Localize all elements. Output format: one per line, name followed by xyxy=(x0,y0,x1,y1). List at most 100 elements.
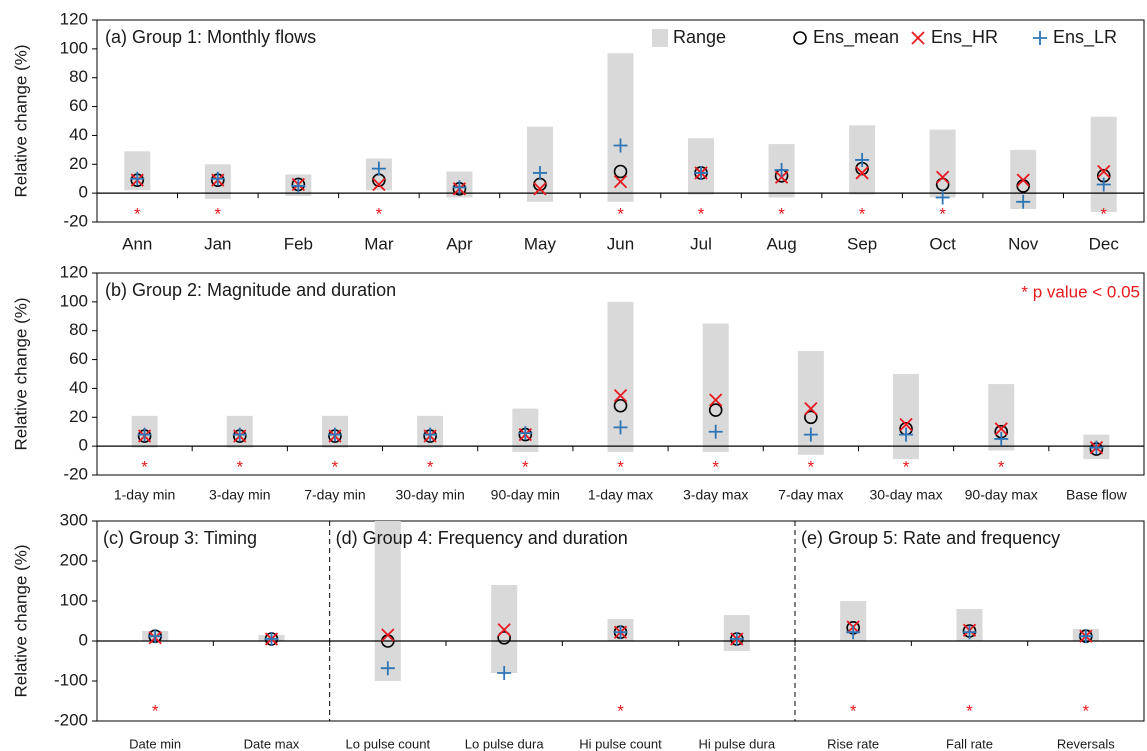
significance-mark: * xyxy=(903,457,910,476)
lr-marker xyxy=(613,420,628,435)
y-tick-label: 300 xyxy=(60,510,88,529)
x-tick-label: 30-day min xyxy=(396,487,465,503)
significance-mark: * xyxy=(141,457,148,476)
lr-marker xyxy=(1089,440,1104,455)
hr-marker xyxy=(899,417,913,432)
lr-marker xyxy=(935,190,950,205)
legend-swatch xyxy=(652,29,668,47)
lr-marker xyxy=(518,426,533,441)
range-bar xyxy=(893,374,920,460)
y-tick-label: 40 xyxy=(69,125,88,144)
y-tick-label: 100 xyxy=(60,38,88,57)
y-axis-title: Relative change (%) xyxy=(11,297,30,450)
lr-marker xyxy=(327,427,342,442)
y-tick-label: -20 xyxy=(63,464,88,483)
lr-marker xyxy=(613,138,628,153)
y-tick-label: -20 xyxy=(63,211,88,230)
legend-swatch xyxy=(911,31,925,45)
lr-marker xyxy=(962,625,977,640)
x-tick-label: Oct xyxy=(929,234,956,253)
x-tick-label: Dec xyxy=(1089,234,1120,253)
x-tick-label: Sep xyxy=(847,234,877,253)
legend-label: Ens_mean xyxy=(813,27,899,48)
hr-marker xyxy=(381,628,395,642)
x-tick-label: 7-day max xyxy=(778,487,843,503)
hr-marker xyxy=(533,182,547,196)
mean-marker xyxy=(613,164,628,179)
lr-marker xyxy=(846,625,861,640)
range-bar xyxy=(929,129,956,198)
significance-mark: * xyxy=(966,701,973,720)
lr-marker xyxy=(855,152,870,167)
y-tick-label: 0 xyxy=(79,183,88,202)
lr-marker xyxy=(1096,177,1111,192)
group-title: (c) Group 3: Timing xyxy=(103,528,257,548)
significance-mark: * xyxy=(617,701,624,720)
lr-marker xyxy=(210,171,225,186)
y-tick-label: 100 xyxy=(60,590,88,609)
panel-title: (b) Group 2: Magnitude and duration xyxy=(105,280,396,300)
hr-marker xyxy=(804,401,818,416)
y-tick-label: 0 xyxy=(79,630,88,649)
lr-marker xyxy=(1016,194,1031,209)
y-tick-label: -100 xyxy=(54,670,88,689)
significance-mark: * xyxy=(1100,204,1107,223)
significance-mark: * xyxy=(712,457,719,476)
hr-marker xyxy=(613,174,628,189)
x-tick-label: Jul xyxy=(690,234,712,253)
x-tick-label: Jan xyxy=(204,234,231,253)
x-tick-label: Reversals xyxy=(1057,736,1115,751)
y-axis-title: Relative change (%) xyxy=(11,44,30,197)
x-tick-label: 1-day max xyxy=(588,487,653,503)
hr-marker xyxy=(1016,173,1030,187)
x-tick-label: 30-day max xyxy=(869,487,942,503)
y-tick-label: 60 xyxy=(69,349,88,368)
legend-label: Ens_HR xyxy=(931,27,998,48)
x-tick-label: Fall rate xyxy=(946,736,993,751)
lr-marker xyxy=(774,163,789,178)
significance-mark: * xyxy=(859,204,866,223)
significance-mark: * xyxy=(214,204,221,223)
plot-frame xyxy=(96,19,1145,223)
hr-marker xyxy=(1097,164,1111,179)
mean-marker xyxy=(708,403,723,417)
y-tick-label: 20 xyxy=(69,154,88,173)
significance-mark: * xyxy=(778,204,785,223)
lr-marker xyxy=(497,666,512,680)
significance-mark: * xyxy=(332,457,339,476)
lr-marker xyxy=(694,165,709,180)
y-tick-label: 100 xyxy=(60,291,88,310)
x-tick-label: Rise rate xyxy=(827,736,879,751)
lr-marker xyxy=(264,632,279,646)
legend-swatch xyxy=(793,31,807,45)
x-tick-label: 3-day min xyxy=(209,487,270,503)
x-tick-label: Jun xyxy=(607,234,634,253)
plot-frame xyxy=(96,520,1145,722)
x-tick-label: Lo pulse dura xyxy=(465,736,545,751)
significance-mark: * xyxy=(617,457,624,476)
x-tick-label: Hi pulse dura xyxy=(699,736,776,751)
group-title: (e) Group 5: Rate and frequency xyxy=(801,528,1060,548)
lr-marker xyxy=(232,427,247,442)
hr-marker xyxy=(497,623,511,637)
x-tick-label: Lo pulse count xyxy=(346,736,431,751)
lr-marker xyxy=(130,171,145,186)
range-bar xyxy=(1090,116,1117,212)
lr-marker xyxy=(708,424,723,439)
lr-marker xyxy=(994,431,1009,446)
lr-marker xyxy=(1078,629,1093,644)
significance-mark: * xyxy=(998,457,1005,476)
lr-marker xyxy=(729,632,744,646)
x-tick-label: Hi pulse count xyxy=(579,736,662,751)
y-tick-label: 200 xyxy=(60,550,88,569)
lr-marker xyxy=(148,629,163,644)
lr-marker xyxy=(613,625,628,640)
x-tick-label: Mar xyxy=(364,234,394,253)
hr-marker xyxy=(613,389,628,403)
mean-marker xyxy=(804,410,818,425)
significance-mark: * xyxy=(617,204,624,223)
legend-swatch xyxy=(1033,31,1047,45)
lr-marker xyxy=(803,427,818,442)
